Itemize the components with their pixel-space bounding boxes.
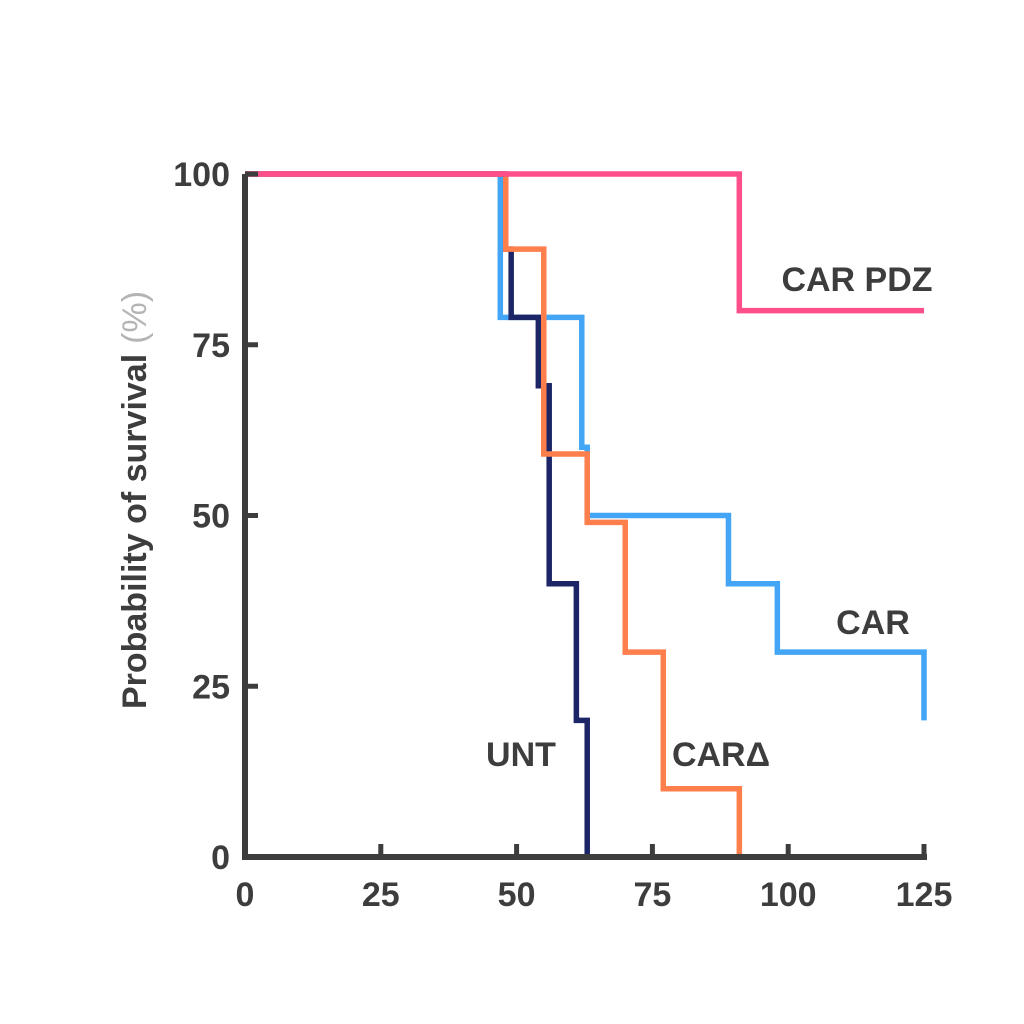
series-line-car bbox=[245, 171, 743, 857]
series-label: CARΔ bbox=[672, 736, 770, 774]
x-tick-label: 100 bbox=[760, 876, 817, 914]
y-tick-label: 50 bbox=[192, 498, 230, 536]
y-tick-label: 0 bbox=[211, 839, 230, 877]
y-axis-label-text: Probability of survival bbox=[116, 354, 154, 709]
series-line-car bbox=[245, 171, 927, 721]
curves-group bbox=[245, 171, 927, 857]
series-label: CAR bbox=[836, 604, 910, 642]
x-tick-label: 25 bbox=[362, 876, 400, 914]
x-tick-label: 125 bbox=[896, 876, 953, 914]
y-axis-label: Probability of survival (%) bbox=[116, 291, 154, 709]
series-label: UNT bbox=[486, 736, 556, 774]
ticks-group: 0 25 50 75 100 125 0 25 50 75 100 bbox=[173, 156, 952, 914]
series-label: CAR PDZ bbox=[781, 261, 932, 299]
y-axis-label-unit: (%) bbox=[116, 291, 154, 344]
y-tick-label: 75 bbox=[192, 327, 230, 365]
y-tick-label: 100 bbox=[173, 156, 230, 194]
series-labels-group: CAR UNT CARΔ CAR PDZ bbox=[486, 261, 933, 774]
x-tick-label: 0 bbox=[236, 876, 255, 914]
x-tick-label: 75 bbox=[633, 876, 671, 914]
y-tick-label: 25 bbox=[192, 668, 230, 706]
x-tick-label: 50 bbox=[498, 876, 536, 914]
series-line-car-pdz bbox=[245, 171, 924, 314]
